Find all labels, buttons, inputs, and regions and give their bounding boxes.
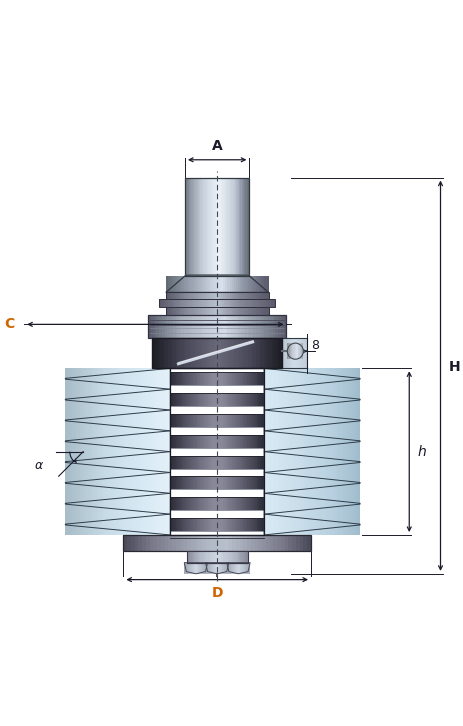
Text: D: D <box>211 587 222 600</box>
Text: 8: 8 <box>310 339 318 352</box>
Bar <box>152 338 282 368</box>
Bar <box>123 535 310 552</box>
Bar <box>148 315 286 338</box>
Bar <box>170 368 263 535</box>
Text: H: H <box>448 360 459 374</box>
Bar <box>187 552 247 563</box>
Text: C: C <box>4 317 14 331</box>
Bar <box>159 299 275 307</box>
Bar <box>165 307 268 315</box>
Text: h: h <box>416 444 425 459</box>
Text: α: α <box>34 459 43 472</box>
Text: A: A <box>212 139 222 153</box>
Bar <box>165 293 268 299</box>
